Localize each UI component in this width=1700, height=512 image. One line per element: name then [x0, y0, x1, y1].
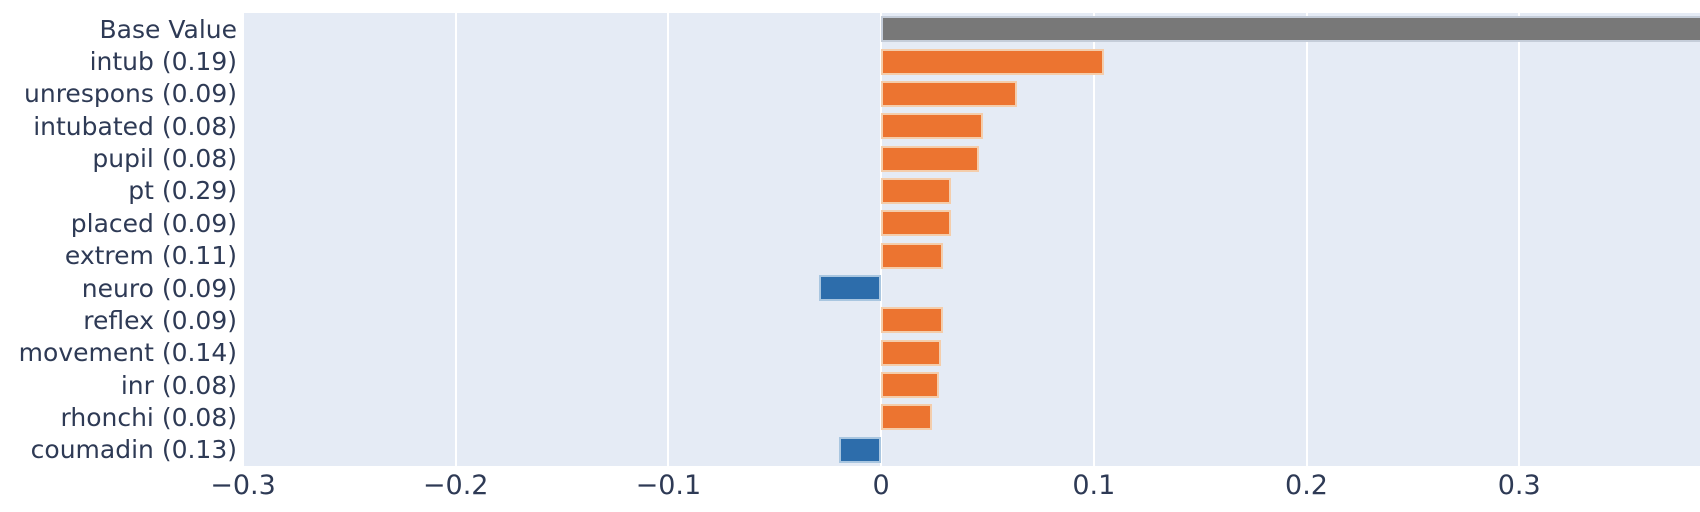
- bar-neuro: [819, 275, 882, 302]
- gridline: [243, 13, 244, 466]
- x-tick-label: 0.3: [1497, 470, 1541, 501]
- plot-area: [243, 13, 1700, 466]
- x-tick-label: −0.3: [210, 470, 276, 501]
- x-tick-label: 0.1: [1072, 470, 1116, 501]
- bar-inr: [881, 372, 939, 399]
- bar-intubated: [881, 113, 984, 140]
- y-axis-label: pt (0.29): [128, 176, 237, 206]
- y-axis-labels: Base Value intub (0.19) unrespons (0.09) in…: [0, 13, 237, 466]
- y-axis-label: unrespons (0.09): [24, 79, 237, 109]
- x-tick-label: −0.2: [422, 470, 489, 501]
- bar-movement: [881, 339, 941, 366]
- y-axis-label: extrem (0.11): [64, 241, 237, 271]
- bar-coumadin: [838, 436, 882, 463]
- y-axis-label: inr (0.08): [120, 370, 237, 400]
- y-axis-label: pupil (0.08): [92, 144, 237, 174]
- bar-rhonchi: [881, 404, 933, 431]
- y-axis-label: reflex (0.09): [83, 305, 237, 335]
- bar-intub: [881, 48, 1105, 75]
- y-axis-label: movement (0.14): [18, 338, 237, 368]
- y-axis-label: rhonchi (0.08): [60, 402, 237, 432]
- bar-placed: [881, 210, 952, 237]
- y-axis-label: intubated (0.08): [33, 111, 237, 141]
- gridline: [1305, 13, 1308, 466]
- y-axis-label: placed (0.09): [70, 208, 237, 238]
- gridline: [1518, 13, 1521, 466]
- x-tick-label: −0.1: [635, 470, 702, 501]
- y-axis-label: coumadin (0.13): [30, 435, 237, 465]
- bar-pupil: [881, 145, 979, 172]
- bar-base-value: [881, 16, 1700, 43]
- x-tick-label: 0.2: [1285, 470, 1328, 501]
- y-axis-label: Base Value: [99, 14, 237, 44]
- x-tick-label: 0: [872, 470, 890, 501]
- y-axis-label: intub (0.19): [89, 47, 237, 77]
- gridline: [1092, 13, 1095, 466]
- gridline: [880, 13, 883, 466]
- bar-extrem: [881, 242, 943, 269]
- y-axis-label: neuro (0.09): [81, 273, 237, 303]
- gridline: [667, 13, 670, 466]
- bar-unrespons: [881, 80, 1018, 107]
- gridline: [454, 13, 457, 466]
- bar-pt: [881, 177, 952, 204]
- bar-reflex: [881, 307, 943, 334]
- x-axis-tick-labels: −0.3 −0.2 −0.1 0 0.1 0.2 0.3: [210, 466, 1700, 506]
